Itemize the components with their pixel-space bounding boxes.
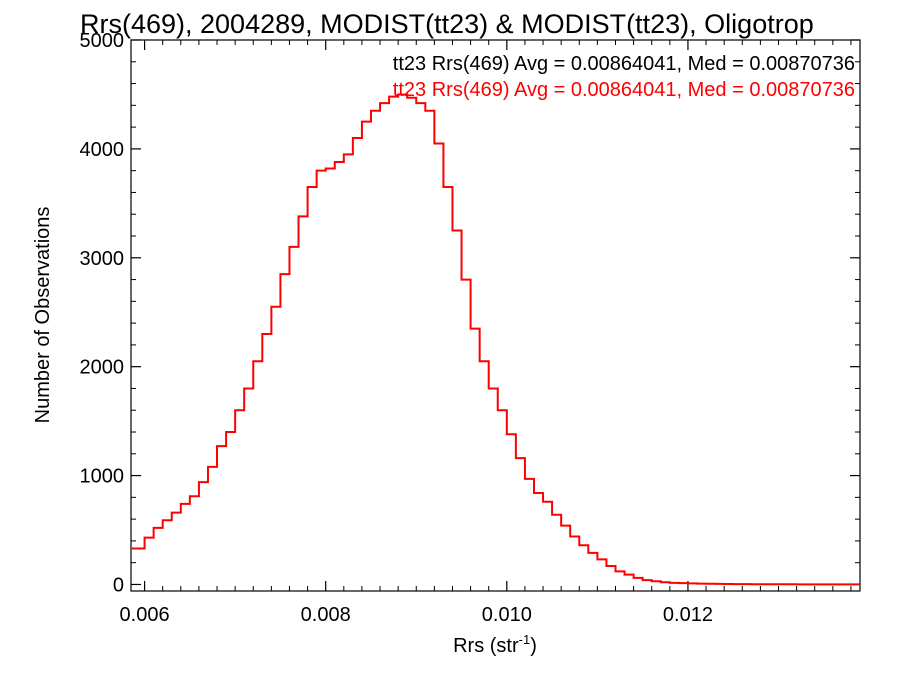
y-axis-label: Number of Observations — [32, 207, 54, 424]
legend-entry-red: tt23 Rrs(469) Avg = 0.00864041, Med = 0.… — [393, 79, 855, 101]
x-tick-label: 0.006 — [120, 604, 170, 626]
x-axis-label-main: Rrs (str — [453, 635, 519, 657]
x-axis-label: Rrs (str-1) — [453, 632, 537, 657]
y-tick-label: 5000 — [80, 30, 125, 52]
x-axis-label-suffix: ) — [530, 635, 537, 657]
x-tick-label: 0.012 — [663, 604, 713, 626]
legend-entry-black: tt23 Rrs(469) Avg = 0.00864041, Med = 0.… — [393, 53, 855, 75]
x-tick-label: 0.010 — [482, 604, 532, 626]
y-axis: 0 1000 2000 3000 4000 5000 — [80, 30, 860, 596]
histogram-step-line-0 — [131, 93, 860, 586]
y-tick-label: 0 — [113, 574, 124, 596]
series-layer — [131, 93, 860, 586]
x-axis-label-superscript: -1 — [519, 632, 531, 647]
x-axis: 0.006 0.008 0.010 0.012 — [120, 40, 852, 626]
legend: tt23 Rrs(469) Avg = 0.00864041, Med = 0.… — [393, 53, 855, 101]
y-tick-label: 3000 — [80, 248, 125, 270]
plot-border — [130, 39, 861, 592]
plot-frame — [130, 39, 861, 592]
y-tick-label: 2000 — [80, 357, 125, 379]
x-tick-label: 0.008 — [301, 604, 351, 626]
y-tick-label: 1000 — [80, 466, 125, 488]
y-tick-label: 4000 — [80, 139, 125, 161]
chart-title: Rrs(469), 2004289, MODIST(tt23) & MODIST… — [80, 9, 814, 39]
